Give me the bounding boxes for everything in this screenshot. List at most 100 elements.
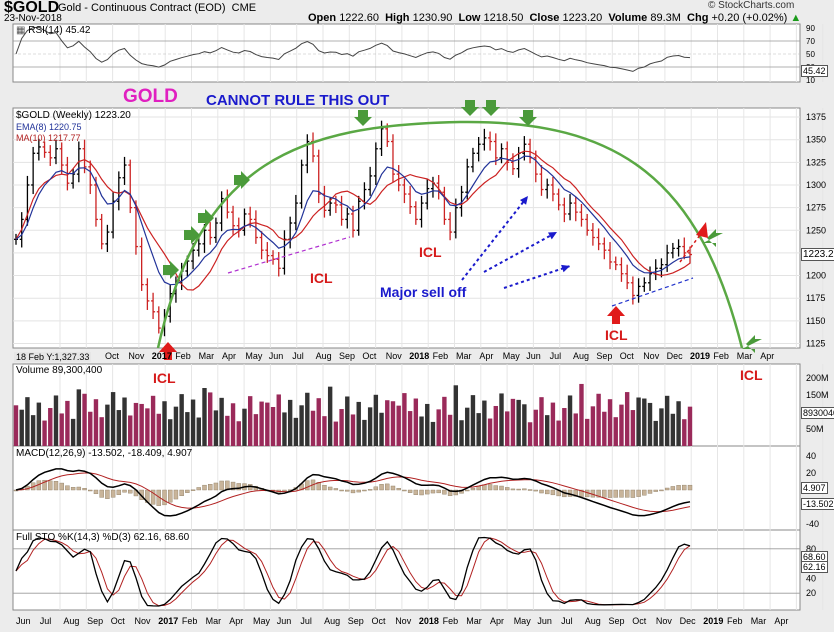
macd-histogram-bar — [487, 484, 493, 491]
volume-bar — [596, 393, 601, 446]
volume-bar — [567, 395, 573, 446]
macd-histogram-bar — [53, 481, 59, 491]
macd-tick-label: 20 — [806, 468, 816, 478]
volume-bar — [362, 419, 367, 446]
price-x-label: Feb — [175, 351, 191, 361]
macd-histogram-bar — [516, 488, 521, 491]
volume-bar — [190, 399, 196, 446]
green-down-arrow-icon — [461, 100, 479, 116]
volume-bar — [253, 414, 259, 446]
macd-histogram-bar — [425, 489, 430, 495]
volume-bar — [533, 409, 538, 446]
volume-bar — [476, 413, 481, 446]
volume-bar — [305, 392, 310, 446]
macd-histogram-bar — [647, 489, 653, 494]
bottom-x-label: Jun — [277, 616, 292, 626]
volume-bar — [453, 385, 459, 446]
volume-bar — [539, 397, 544, 446]
bottom-x-label: Nov — [135, 616, 152, 626]
macd-histogram-bar — [219, 480, 224, 491]
volume-bar — [407, 411, 413, 446]
volume-bar — [116, 410, 122, 446]
macd-histogram-bar — [213, 482, 219, 491]
volume-bar — [299, 405, 304, 446]
volume-bar — [373, 394, 379, 446]
macd-histogram-bar — [48, 480, 53, 491]
volume-bar — [333, 421, 339, 446]
cycle-arc — [156, 120, 744, 349]
ema-legend: EMA(8) 1220.75 — [16, 122, 82, 132]
bottom-x-label: Sep — [348, 616, 364, 626]
volume-bar — [345, 396, 350, 446]
macd-histogram-bar — [442, 489, 447, 495]
price-x-label: Aug — [573, 351, 589, 361]
cannot-rule-annotation: CANNOT RULE THIS OUT — [206, 92, 390, 109]
rsi-panel — [12, 23, 801, 83]
volume-bar — [230, 403, 236, 446]
macd-histogram-bar — [613, 489, 618, 498]
price-x-label: 2019 — [690, 351, 710, 361]
price-tick-label: 1375 — [806, 112, 826, 122]
macd-histogram-bar — [527, 489, 533, 491]
macd-histogram-bar — [413, 489, 419, 495]
green-down-arrow-icon — [482, 100, 500, 116]
volume-bar — [482, 400, 487, 446]
rsi-tick-label: 10 — [806, 76, 815, 85]
macd-histogram-bar — [350, 489, 356, 494]
price-x-label: Apr — [760, 351, 774, 361]
rsi-tick-label: 70 — [806, 37, 815, 46]
macd-histogram-bar — [379, 484, 384, 491]
macd-legend: MACD(12,26,9) -13.502, -18.409, 4.907 — [16, 448, 193, 459]
volume-bar — [379, 412, 384, 446]
macd-histogram-bar — [385, 483, 390, 491]
macd-histogram-bar — [682, 484, 687, 491]
volume-bar — [602, 411, 607, 446]
macd-histogram-bar — [196, 487, 201, 491]
volume-bar — [282, 412, 287, 446]
price-x-label: 2017 — [152, 351, 172, 361]
price-x-label: Apr — [222, 351, 236, 361]
green-right-arrow-icon — [198, 209, 214, 227]
macd-histogram-bar — [339, 489, 344, 492]
macd-histogram-bar — [65, 485, 70, 491]
volume-bar — [659, 408, 664, 446]
bottom-x-label: Nov — [656, 616, 673, 626]
bottom-x-label: 2019 — [703, 616, 723, 626]
price-x-label: May — [503, 351, 521, 361]
price-tick-label: 1125 — [806, 338, 825, 348]
macd-histogram-bar — [390, 485, 396, 491]
macd-histogram-bar — [99, 489, 104, 498]
selloff-arrow — [483, 231, 558, 273]
volume-bar — [447, 414, 453, 446]
price-panel — [12, 107, 801, 349]
major-sell-off-annotation: Major sell off — [380, 284, 467, 300]
up-arrow-icon: ▲ — [790, 12, 802, 24]
volume-bar — [579, 383, 584, 446]
volume-bar — [613, 417, 618, 446]
macd-histogram-bar — [664, 487, 670, 491]
volume-bar — [236, 421, 241, 446]
bottom-x-label: Oct — [372, 616, 387, 626]
volume-bar — [19, 409, 24, 446]
bottom-x-label: Feb — [182, 616, 198, 626]
macd-histogram-bar — [676, 485, 681, 491]
volume-bar — [76, 389, 82, 446]
macd-histogram-bar — [173, 489, 179, 500]
ema8-line — [15, 155, 691, 286]
macd-histogram-bar — [436, 489, 441, 494]
green-left-arrow-icon — [703, 229, 723, 247]
price-tick-label: 1275 — [806, 203, 826, 213]
macd-histogram-bar — [642, 489, 647, 496]
volume-bar — [322, 416, 327, 446]
macd-histogram-bar — [208, 484, 213, 491]
macd-histogram-bar — [162, 489, 167, 506]
macd-histogram-bar — [493, 485, 498, 491]
macd-histogram-bar — [59, 482, 64, 491]
price-tick-label: 1250 — [806, 225, 826, 235]
volume-bar — [682, 419, 687, 446]
macd-histogram-bar — [636, 489, 641, 497]
bottom-x-label: May — [514, 616, 532, 626]
price-x-label: Jun — [526, 351, 541, 361]
volume-bar — [499, 393, 504, 446]
volume-bar — [202, 388, 207, 446]
